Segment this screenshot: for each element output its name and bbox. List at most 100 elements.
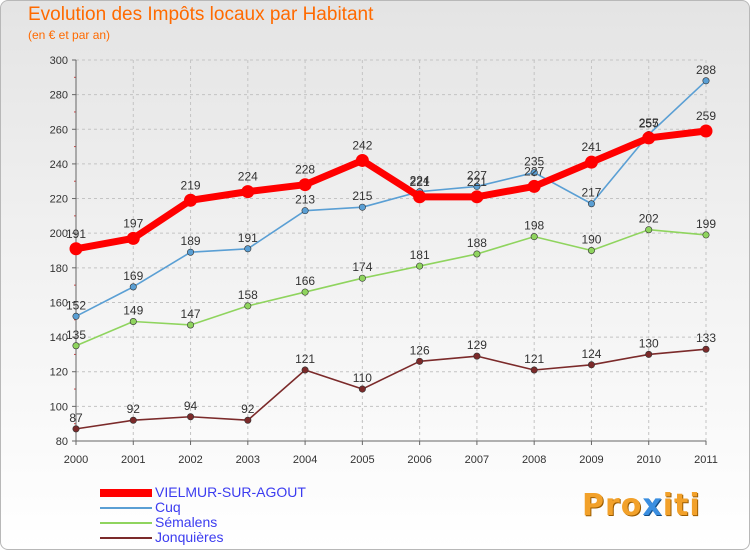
data-point [702,345,710,353]
data-point [530,169,538,177]
legend-label: Jonquières [155,529,224,545]
data-label: 121 [295,352,315,366]
data-point [358,203,366,211]
data-label: 242 [352,138,372,152]
data-label: 158 [238,288,258,302]
data-label: 288 [696,63,716,77]
data-label: 149 [123,304,143,318]
data-label: 147 [181,307,201,321]
data-point [244,416,252,424]
data-point [530,366,538,374]
x-tick-label: 2001 [121,454,145,466]
legend-item-jonquieres: Jonquières [100,529,360,545]
data-label: 224 [410,174,430,188]
y-tick-label: 300 [50,55,68,67]
data-point [473,352,481,360]
data-label: 174 [352,260,372,274]
data-point [187,413,195,421]
data-point [587,361,595,369]
data-point [301,366,309,374]
data-label: 87 [69,411,83,425]
data-label: 235 [524,155,544,169]
y-tick-label: 200 [50,228,68,240]
data-label: 202 [639,212,659,226]
data-label: 227 [467,168,487,182]
data-label: 241 [581,140,601,154]
legend-label: Sémalens [155,514,218,530]
series-line [75,348,707,430]
logo-text-x: x [642,488,663,523]
series-line [75,79,707,318]
chart-legend: VIELMUR-SUR-AGOUT Cuq Sémalens Jonquières [100,484,360,545]
data-label: 227 [524,164,544,178]
data-point [584,155,598,169]
logo-text-end: iti [662,488,701,523]
data-point [129,416,137,424]
data-point [187,321,195,329]
data-point [413,190,427,204]
data-label: 219 [181,178,201,192]
data-label: 130 [639,336,659,350]
data-point [72,312,80,320]
data-label: 129 [467,338,487,352]
x-tick-label: 2003 [236,454,260,466]
data-point [129,283,137,291]
chart-title: Evolution des Impôts locaux par Habitant [28,4,374,25]
y-tick-label: 120 [50,367,68,379]
data-label: 259 [696,109,716,123]
data-label: 199 [696,217,716,231]
data-point [416,357,424,365]
data-label: 169 [123,269,143,283]
data-point [241,185,255,199]
data-point [358,274,366,282]
y-tick-label: 80 [56,436,68,448]
x-tick-label: 2006 [407,454,431,466]
data-point [355,153,369,167]
data-point [527,179,541,193]
data-label: 228 [295,163,315,177]
data-label: 198 [524,219,544,233]
y-tick-label: 100 [50,401,68,413]
legend-item-semalens: Sémalens [100,514,360,530]
data-label: 191 [238,231,258,245]
y-tick-label: 180 [50,263,68,275]
data-point [244,245,252,253]
x-tick-label: 2007 [465,454,489,466]
series-jonquieres: 87 92 94 92 121 110 126 129 121 124 130 133 [69,331,716,433]
data-point [301,288,309,296]
data-point [702,231,710,239]
data-point [129,318,137,326]
data-point [72,425,80,433]
data-label: 213 [295,193,315,207]
x-tick-label: 2004 [293,454,317,466]
data-label: 135 [66,328,86,342]
y-tick-label: 260 [50,124,68,136]
data-label: 190 [581,233,601,247]
series-line [75,228,707,347]
data-label: 257 [639,116,659,130]
data-label: 189 [181,234,201,248]
data-point [187,248,195,256]
data-label: 255 [639,116,659,130]
legend-label: VIELMUR-SUR-AGOUT [155,484,306,500]
data-point [473,182,481,190]
data-label: 121 [524,352,544,366]
data-point [699,124,713,138]
data-point [702,77,710,85]
legend-swatch [100,522,152,524]
series-semalens: 135 149 147 158 166 174 181 188 198 190 202 199 [66,212,716,350]
data-label: 224 [238,170,258,184]
y-tick-label: 160 [50,297,68,309]
legend-swatch [100,507,152,509]
data-point [184,193,198,207]
data-point [69,242,83,256]
data-label: 188 [467,236,487,250]
axes: 80 100 120 140 160 180 200 220 240 260 280 300 2000 2… [50,55,718,466]
data-label: 191 [66,227,86,241]
data-point [126,231,140,245]
data-point [301,207,309,215]
y-tick-label: 240 [50,159,68,171]
data-point [645,226,653,234]
data-label: 217 [581,186,601,200]
